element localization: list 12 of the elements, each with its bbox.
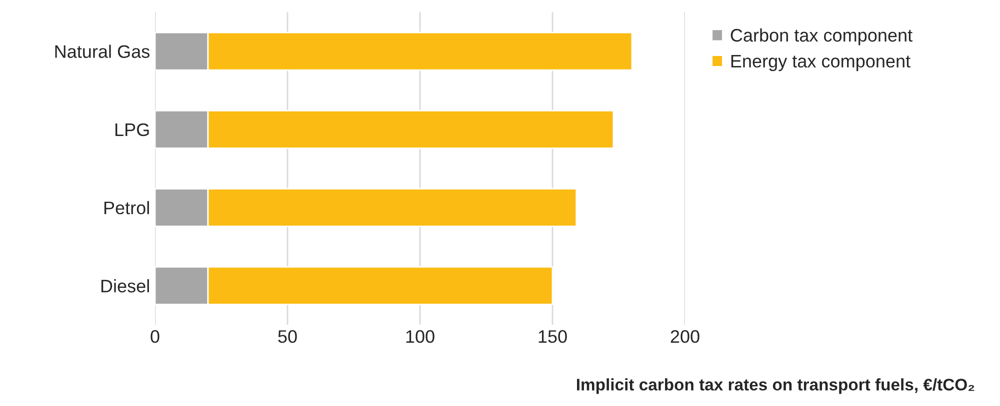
legend-label: Energy tax component	[731, 54, 910, 72]
y-tick-label: Natural Gas	[55, 44, 150, 58]
x-tick-label: 150	[538, 330, 567, 343]
y-tick-label: Diesel	[101, 279, 149, 292]
x-tick-label: 0	[150, 330, 160, 343]
x-tick-label: 200	[670, 330, 700, 343]
x-axis-title: Implicit carbon tax rates on transport fuels, €/tCO₂	[576, 378, 974, 394]
y-tick-label: LPG	[115, 123, 149, 136]
legend-label: Carbon tax component	[730, 28, 912, 46]
x-tick-label: 100	[406, 330, 434, 343]
y-tick-label: Petrol	[104, 201, 149, 214]
x-tick-label: 50	[278, 330, 297, 343]
